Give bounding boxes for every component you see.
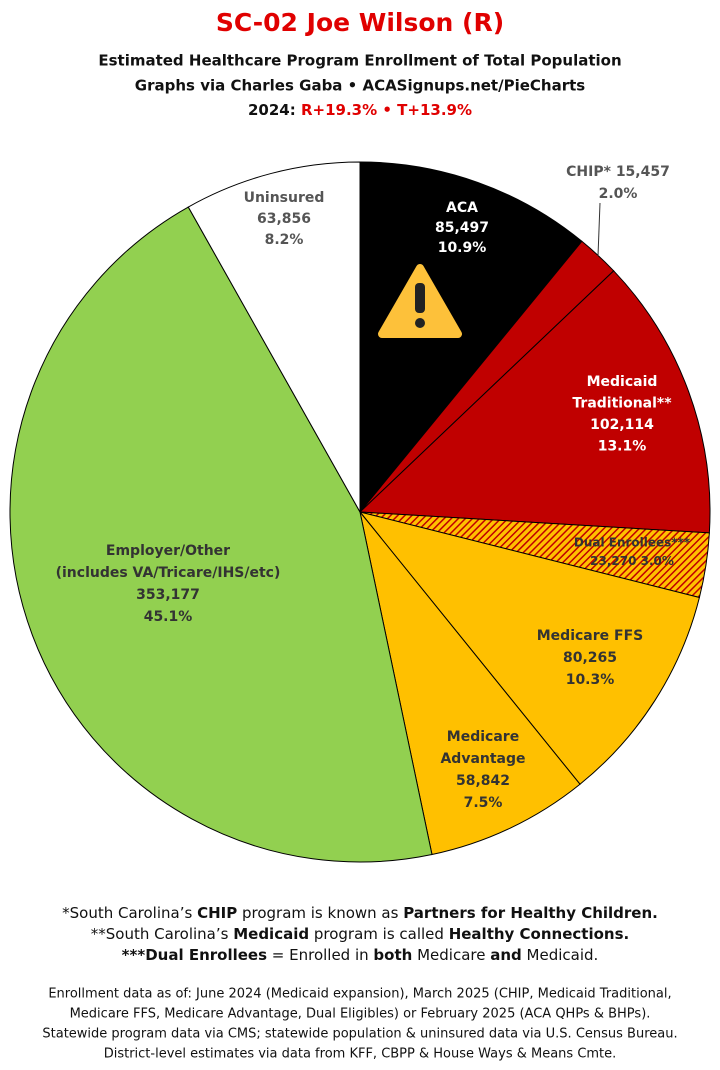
slice-label: Medicaid [587,374,658,390]
pie-slice [9,206,433,863]
value-label: 353,177 [136,587,200,603]
slice-label: ACA [446,200,478,216]
source-note: Enrollment data as of: June 2024 (Medica… [48,987,671,1002]
footnote-part: Healthy Connections. [449,925,630,943]
percent-label: 10.9% [438,240,487,256]
footnote-part: Medicaid [233,925,309,943]
subtitle: Graphs via Charles Gaba • ACASignups.net… [135,77,585,95]
pie-slice [359,511,581,856]
percent-label: 3.0% [641,554,674,568]
source-note: Medicare FFS, Medicare Advantage, Dual E… [70,1007,651,1022]
pie-slice [359,161,583,514]
percent-label: 8.2% [265,232,304,248]
subtitle: Estimated Healthcare Program Enrollment … [98,52,621,70]
pie-slice [187,161,361,514]
footnote: ***Dual Enrollees = Enrolled in both Med… [122,946,599,964]
pie [9,161,711,863]
footnote-part: and [490,946,522,964]
percent-label: 45.1% [144,609,193,625]
value-label: 85,497 [435,220,489,236]
value-label: 80,265 [563,650,617,666]
footnote-part: *South Carolina’s [62,904,197,922]
value-label: 23,270 3.0% [590,554,674,568]
slice-label: Dual Enrollees*** [574,536,691,550]
footnote-part: CHIP [197,904,237,922]
percent-label: 13.1% [598,439,647,455]
year-label: 2024: [248,101,296,119]
percent-label: 10.3% [566,672,615,688]
source-note: District-level estimates via data from K… [104,1047,617,1062]
percent-label: 2.0% [599,186,638,202]
slice-label: (includes VA/Tricare/IHS/etc) [56,565,281,581]
value-label: 63,856 [257,211,311,227]
margin-label: R+19.3% • T+13.9% [301,101,472,119]
slice-label: Advantage [440,751,525,767]
value-label: 23,270 [590,554,636,568]
pie-slice [358,511,701,785]
footnote-part: program is called [309,925,449,943]
footnote-part: **South Carolina’s [91,925,233,943]
footnote-part: ***Dual Enrollees [122,946,267,964]
value-label: 58,842 [456,773,510,789]
slice-label: Employer/Other [106,543,230,559]
value-label: 15,457 [616,164,670,180]
slice-label: Traditional** [572,396,672,412]
labels: ACA 85,497 10.9% CHIP* 15,457 2.0% Medicaid Tr… [56,164,691,811]
footnote-part: both [373,946,412,964]
footnote-part: Medicaid. [522,946,599,964]
footnote: *South Carolina’s CHIP program is known … [62,904,658,922]
slice-label: Uninsured [244,190,325,206]
footnote-part: Partners for Healthy Children. [403,904,658,922]
pie-slice [358,270,711,534]
slice-label: Medicare [447,729,519,745]
leader-line [597,202,601,257]
value-label: 102,114 [590,417,654,433]
footnotes: *South Carolina’s CHIP program is known … [42,904,677,1062]
slice-label: Medicare FFS [537,628,643,644]
source-note: Statewide program data via CMS; statewid… [42,1027,677,1042]
footnote: **South Carolina’s Medicaid program is c… [91,925,629,943]
chart-title: SC-02 Joe Wilson (R) [216,8,504,37]
footnote-part: Medicare [412,946,490,964]
footnote-part: = Enrolled in [267,946,373,964]
warning-icon [378,264,462,338]
slice-label: CHIP* [566,164,611,180]
subtitle: 2024: R+19.3% • T+13.9% [248,101,472,119]
footnote-part: program is known as [237,904,403,922]
slice-label: CHIP* 15,457 [566,164,670,180]
percent-label: 7.5% [464,795,503,811]
